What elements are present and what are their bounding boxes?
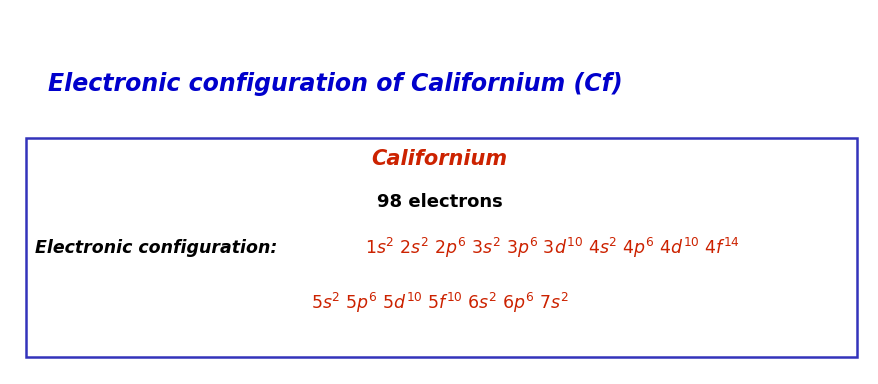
Text: $\mathit{5s^2\ 5p^6\ 5d^{10}\ 5f^{10}\ 6s^2\ 6p^6\ 7s^2}$: $\mathit{5s^2\ 5p^6\ 5d^{10}\ 5f^{10}\ 6… xyxy=(310,291,568,315)
Text: $\mathit{1s^2\ 2s^2\ 2p^6\ 3s^2\ 3p^6\ 3d^{10}\ 4s^2\ 4p^6\ 4d^{10}\ 4f^{14}}$: $\mathit{1s^2\ 2s^2\ 2p^6\ 3s^2\ 3p^6\ 3… xyxy=(364,236,739,260)
Text: Californium: Californium xyxy=(371,149,507,169)
Text: 98 electrons: 98 electrons xyxy=(376,193,502,210)
Text: Electronic configuration of Californium (Cf): Electronic configuration of Californium … xyxy=(48,73,623,96)
Text: Electronic configuration:: Electronic configuration: xyxy=(35,239,284,257)
FancyBboxPatch shape xyxy=(26,138,856,357)
